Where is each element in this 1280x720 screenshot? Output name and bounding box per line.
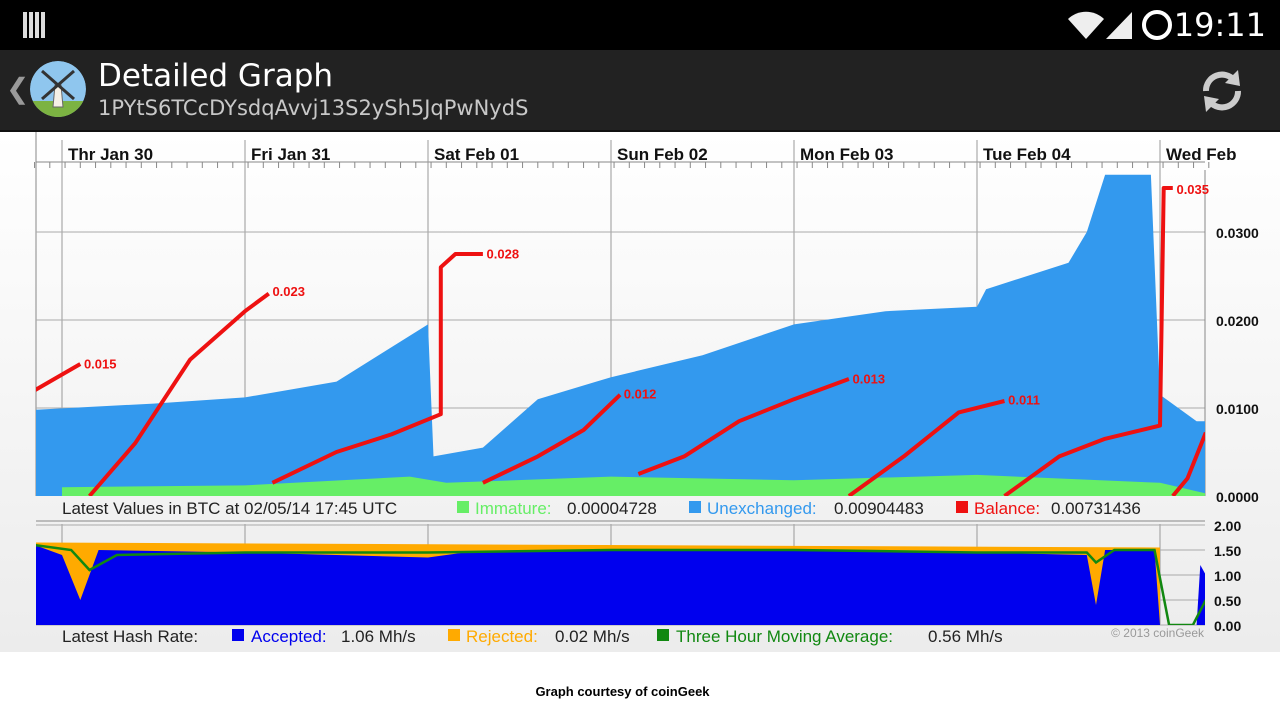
rejected-value: 0.02 Mh/s (555, 627, 630, 646)
graph-view: Thr Jan 30 Fri Jan 31 Sat Feb 01 Sun Feb 02… (0, 132, 1280, 720)
copyright: © 2013 coinGeek (1111, 626, 1205, 640)
accepted-value: 1.06 Mh/s (341, 627, 416, 646)
moving-average-value: 0.56 Mh/s (928, 627, 1003, 646)
y-tick-label: 0.00 (1214, 618, 1241, 634)
refresh-icon[interactable] (1196, 66, 1248, 121)
notification-bars-icon (22, 10, 48, 45)
unexchanged-label: Unexchanged: (707, 499, 817, 518)
status-bar: 19:11 (0, 0, 1280, 50)
balance-line (36, 362, 82, 392)
balance-line (637, 377, 850, 476)
moving-average-line (36, 543, 1205, 625)
cell-signal-icon (1104, 10, 1134, 45)
balance-annotation: 0.023 (272, 284, 305, 299)
balance-swatch (956, 501, 968, 513)
balance-annotation: 0.013 (853, 371, 886, 386)
balance-value: 0.00731436 (1051, 499, 1141, 518)
balance-annotation: 0.011 (1008, 392, 1040, 407)
y-tick-label: 0.0100 (1216, 401, 1259, 417)
y-tick-label: 1.00 (1214, 568, 1241, 584)
hash-legend-prefix: Latest Hash Rate: (62, 627, 198, 646)
accepted-label: Accepted: (251, 627, 327, 646)
y-tick-label: 0.0000 (1216, 489, 1259, 505)
x-tick-label: Fri Jan 31 (251, 145, 330, 164)
y-tick-label: 0.50 (1214, 593, 1241, 609)
balance-annotation: 0.028 (487, 246, 520, 261)
y-tick-label: 0.0200 (1216, 313, 1259, 329)
graph-courtesy: Graph courtesy of coinGeek (535, 684, 710, 699)
rejected-swatch (448, 629, 460, 641)
balance-line (271, 252, 483, 485)
balance-line (847, 399, 1005, 496)
windmill-app-icon[interactable] (30, 61, 86, 117)
coingeek-graph: Thr Jan 30 Fri Jan 31 Sat Feb 01 Sun Feb 02… (0, 132, 1280, 652)
balance-line (482, 393, 622, 485)
balance-line (1003, 186, 1173, 496)
balance-line (1171, 431, 1205, 496)
sync-circle-icon (1140, 8, 1174, 47)
unexchanged-value: 0.00904483 (834, 499, 924, 518)
hash-rate-chart (36, 542, 1205, 625)
screen-title: Detailed Graph (98, 58, 334, 94)
values-legend: Latest Values in BTC at 02/05/14 17:45 U… (62, 499, 1141, 518)
immature-swatch (457, 501, 469, 513)
btc-values-chart (36, 174, 1205, 496)
immature-label: Immature: (475, 499, 552, 518)
hash-legend: Latest Hash Rate: Accepted: 1.06 Mh/s Re… (62, 626, 1205, 646)
rejected-label: Rejected: (466, 627, 538, 646)
balance-line (87, 291, 270, 496)
unexchanged-area (36, 174, 1205, 496)
btc-y-axis: 0.0300 0.0200 0.0100 0.0000 (1216, 225, 1259, 505)
immature-value: 0.00004728 (567, 499, 657, 518)
action-bar: ❮ Detailed Graph 1PYtS6TCcDYsdqAvvj13S2y… (0, 50, 1280, 132)
immature-area (62, 474, 1205, 496)
y-tick-label: 1.50 (1214, 543, 1241, 559)
wifi-icon (1066, 10, 1106, 45)
balance-annotation: 0.015 (84, 356, 117, 371)
accepted-area (36, 545, 1205, 625)
back-chevron-icon[interactable]: ❮ (6, 73, 30, 104)
x-tick-label: Wed Feb (1166, 145, 1237, 164)
x-tick-label: Tue Feb 04 (983, 145, 1071, 164)
balance-annotation: 0.012 (624, 386, 657, 401)
x-tick-label: Sun Feb 02 (617, 145, 708, 164)
balance-annotations: 0.015 0.023 0.028 0.012 0.013 0.011 0.035 (84, 182, 1209, 407)
accepted-swatch (232, 629, 244, 641)
x-tick-label: Thr Jan 30 (68, 145, 153, 164)
y-tick-label: 2.00 (1214, 518, 1241, 534)
balance-label: Balance: (974, 499, 1040, 518)
x-tick-label: Mon Feb 03 (800, 145, 894, 164)
x-tick-label: Sat Feb 01 (434, 145, 519, 164)
wallet-address: 1PYtS6TCcDYsdqAvvj13S2ySh5JqPwNydS (98, 96, 529, 120)
unexchanged-swatch (689, 501, 701, 513)
balance-annotation: 0.035 (1176, 182, 1209, 197)
values-legend-prefix: Latest Values in BTC at 02/05/14 17:45 U… (62, 499, 397, 518)
moving-average-swatch (657, 629, 669, 641)
clock: 19:11 (1173, 6, 1266, 44)
y-tick-label: 0.0300 (1216, 225, 1259, 241)
moving-average-label: Three Hour Moving Average: (676, 627, 893, 646)
hash-y-axis: 2.00 1.50 1.00 0.50 0.00 (1214, 518, 1241, 634)
